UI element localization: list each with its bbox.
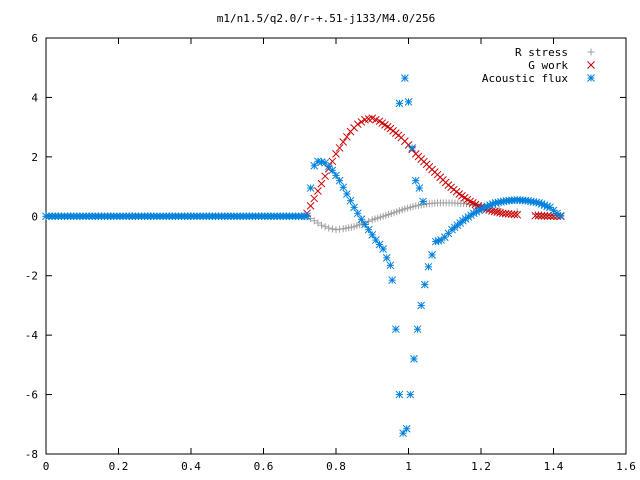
data-point — [546, 212, 555, 221]
data-point — [404, 98, 413, 106]
x-tick-label: 0.4 — [181, 460, 201, 473]
data-point — [375, 240, 384, 249]
data-point — [343, 132, 351, 141]
data-point — [424, 262, 433, 271]
data-point — [402, 424, 411, 433]
data-point — [318, 221, 325, 229]
data-point — [321, 223, 329, 231]
data-point — [411, 176, 420, 185]
data-point — [353, 209, 362, 218]
data-point — [419, 197, 427, 206]
data-point — [361, 220, 369, 229]
data-point — [310, 161, 319, 170]
data-point — [417, 301, 426, 310]
data-point — [317, 179, 326, 188]
data-point — [314, 219, 322, 227]
data-point — [556, 211, 565, 220]
data-point — [314, 187, 322, 195]
x-tick-label: 1.6 — [616, 460, 636, 473]
data-point — [440, 233, 449, 241]
data-point — [306, 184, 315, 192]
x-tick-label: 0.2 — [109, 460, 129, 473]
series-2 — [42, 74, 565, 438]
data-point — [534, 211, 543, 220]
data-point — [513, 210, 522, 219]
x-tick-label: 1.2 — [471, 460, 491, 473]
data-point — [325, 224, 333, 232]
data-point — [328, 225, 336, 233]
data-point — [531, 211, 540, 220]
data-point — [310, 194, 319, 203]
data-point — [307, 215, 315, 223]
y-tick-label: -6 — [25, 389, 38, 402]
data-point — [303, 212, 311, 221]
data-point — [399, 429, 407, 438]
x-tick-label: 1 — [405, 460, 412, 473]
x-tick-label: 0.8 — [326, 460, 346, 473]
legend-marker — [587, 48, 595, 56]
plot-area — [45, 37, 627, 455]
data-point — [339, 138, 348, 146]
data-point — [540, 212, 549, 220]
y-tick-label: -4 — [25, 329, 39, 342]
legend-label: Acoustic flux — [482, 72, 568, 85]
data-point — [335, 176, 344, 185]
data-point — [346, 196, 355, 205]
legend-label: R stress — [515, 46, 568, 59]
axes: 0 0.2 0.4 0.6 0.8 1 1.2 1.4 1.6 6 4 2 0 -2 -4 -6 -8 — [25, 32, 636, 473]
data-point — [406, 390, 415, 399]
data-point — [395, 390, 404, 399]
data-point — [357, 215, 366, 224]
data-point — [386, 261, 395, 270]
data-point — [395, 99, 404, 108]
data-point — [415, 184, 424, 192]
data-point — [401, 74, 409, 82]
data-point — [413, 325, 422, 334]
data-point — [328, 157, 337, 166]
data-point — [321, 172, 329, 181]
data-point — [510, 210, 519, 219]
legend-marker — [587, 74, 595, 82]
data-point — [410, 355, 418, 363]
y-tick-label: 4 — [31, 91, 38, 104]
data-point — [328, 166, 337, 175]
data-point — [343, 190, 351, 198]
data-point — [339, 183, 348, 192]
chart-title: m1/n1.5/q2.0/r-+.51-j133/M4.0/256 — [217, 12, 436, 25]
x-tick-label: 0.6 — [254, 460, 274, 473]
data-point — [332, 150, 340, 158]
data-point — [372, 236, 380, 244]
data-point — [335, 144, 344, 152]
data-marks — [42, 74, 565, 438]
data-point — [306, 202, 315, 210]
x-tick-label: 1.4 — [544, 460, 564, 473]
data-point — [420, 280, 429, 289]
data-point — [382, 254, 391, 262]
y-tick-label: 0 — [31, 210, 38, 223]
y-tick-label: -2 — [25, 270, 38, 283]
y-tick-label: -8 — [25, 448, 38, 461]
data-point — [332, 171, 340, 180]
data-point — [391, 325, 400, 334]
data-point — [350, 203, 358, 212]
data-point — [353, 120, 362, 129]
data-point — [364, 225, 373, 234]
data-point — [379, 245, 387, 253]
data-point — [428, 251, 436, 259]
series-1 — [303, 114, 565, 221]
legend-marker — [587, 61, 595, 69]
data-point — [357, 118, 366, 126]
data-point — [537, 212, 546, 220]
data-point — [408, 144, 416, 152]
data-point — [388, 276, 397, 285]
x-tick-label: 0 — [43, 460, 50, 473]
data-point — [368, 231, 377, 239]
data-point — [543, 212, 552, 220]
legend-label: G work — [528, 59, 568, 72]
y-tick-label: 2 — [31, 151, 38, 164]
y-tick-label: 6 — [31, 32, 38, 45]
data-point — [310, 217, 318, 225]
